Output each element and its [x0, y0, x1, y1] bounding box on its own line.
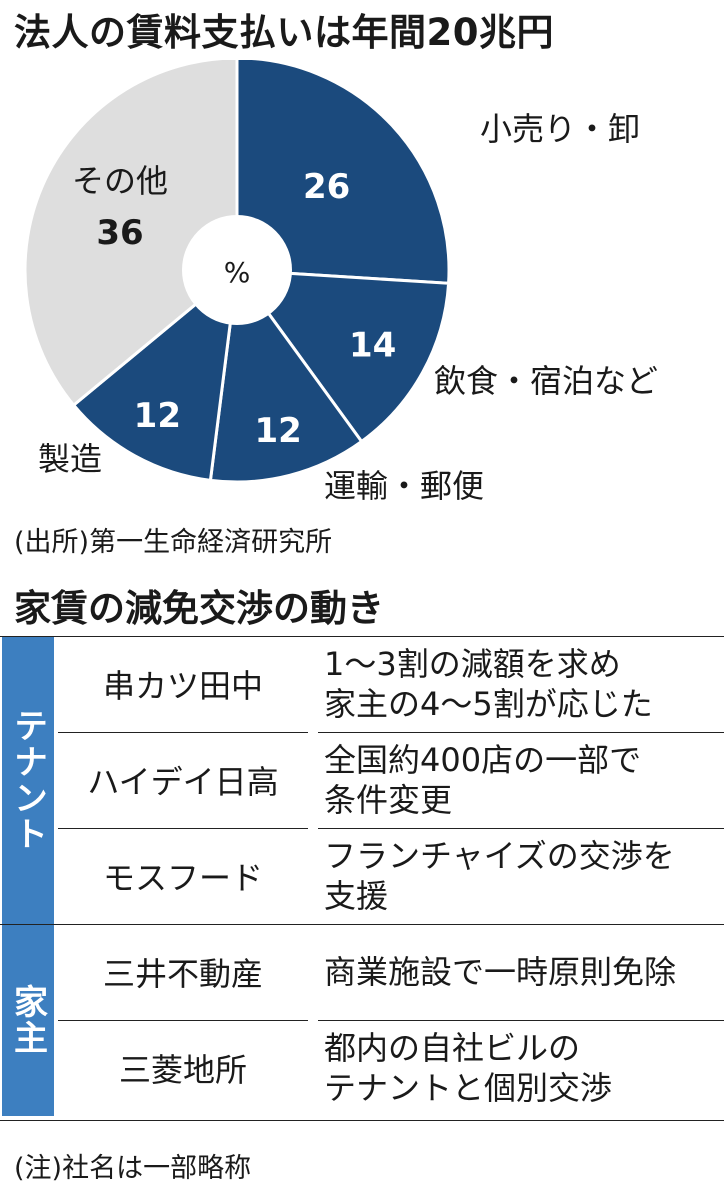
- company-name: ハイデイ日高: [87, 763, 279, 801]
- group-tenant: テナント 串カツ田中 1〜3割の減額を求め 家主の4〜5割が応じた ハイデイ日高…: [0, 636, 724, 924]
- pie-chart: % 26 小売り・卸 14 飲食・宿泊など 12 運輸・郵便 12 製造 その他 36: [23, 60, 658, 505]
- pie-slice: [233, 268, 451, 444]
- table-row: モスフード フランチャイズの交渉を 支援: [0, 828, 724, 924]
- table-row: 三菱地所 都内の自社ビルの テナントと個別交渉: [0, 1020, 724, 1116]
- group-label-bar: 家主: [2, 924, 54, 1116]
- company-name: 三井不動産: [102, 955, 263, 993]
- slice-value-label: 26: [303, 167, 350, 207]
- action-text: 全国約400店の一部で 条件変更: [324, 741, 642, 819]
- company-name: 串カツ田中: [102, 667, 263, 705]
- footnote: (注)社名は一部略称: [14, 1153, 252, 1184]
- pie-slice: [23, 60, 239, 408]
- action-text: フランチャイズの交渉を 支援: [324, 837, 675, 915]
- company-name: モスフード: [102, 859, 263, 897]
- group-label: 家主: [7, 984, 48, 1056]
- donut-hole: [182, 215, 292, 325]
- pie-labels: 26 小売り・卸 14 飲食・宿泊など 12 運輸・郵便 12 製造 その他 36: [38, 110, 658, 505]
- slice-value-label: 14: [349, 326, 396, 366]
- company-name: 三菱地所: [118, 1051, 247, 1089]
- table-title: 家賃の減免交渉の動き: [14, 587, 384, 630]
- slice-value-label: 36: [96, 213, 143, 253]
- table-row: ハイデイ日高 全国約400店の一部で 条件変更: [0, 732, 724, 828]
- unit-label: %: [224, 256, 251, 289]
- slice-value-label: 12: [254, 411, 301, 451]
- group-label: テナント: [7, 708, 48, 852]
- table-row: 三井不動産 商業施設で一時原則免除: [0, 924, 724, 1020]
- slice-category-label: 運輸・郵便: [324, 467, 484, 505]
- action-text: 1〜3割の減額を求め 家主の4〜5割が応じた: [324, 645, 653, 723]
- group-landlord: 家主 三井不動産 商業施設で一時原則免除 三菱地所 都内の自社ビルの テナントと…: [0, 924, 724, 1116]
- slice-value-label: 12: [134, 396, 181, 436]
- table-row: 串カツ田中 1〜3割の減額を求め 家主の4〜5割が応じた: [0, 636, 724, 732]
- negotiation-table: テナント 串カツ田中 1〜3割の減額を求め 家主の4〜5割が応じた ハイデイ日高…: [0, 636, 724, 1121]
- action-text: 都内の自社ビルの テナントと個別交渉: [324, 1029, 613, 1107]
- pie-slice: [235, 60, 451, 285]
- chart-title: 法人の賃料支払いは年間20兆円: [14, 11, 554, 54]
- pie-slice: [71, 266, 239, 483]
- action-text: 商業施設で一時原則免除: [324, 953, 677, 991]
- table-bottom-rule: [0, 1120, 724, 1121]
- source-note: (出所)第一生命経済研究所: [14, 527, 333, 558]
- slice-category-label: 製造: [38, 440, 102, 478]
- slice-category-label: 飲食・宿泊など: [434, 362, 658, 400]
- slice-category-label: 小売り・卸: [480, 110, 640, 148]
- slice-category-label: その他: [72, 162, 168, 200]
- group-label-bar: テナント: [2, 636, 54, 924]
